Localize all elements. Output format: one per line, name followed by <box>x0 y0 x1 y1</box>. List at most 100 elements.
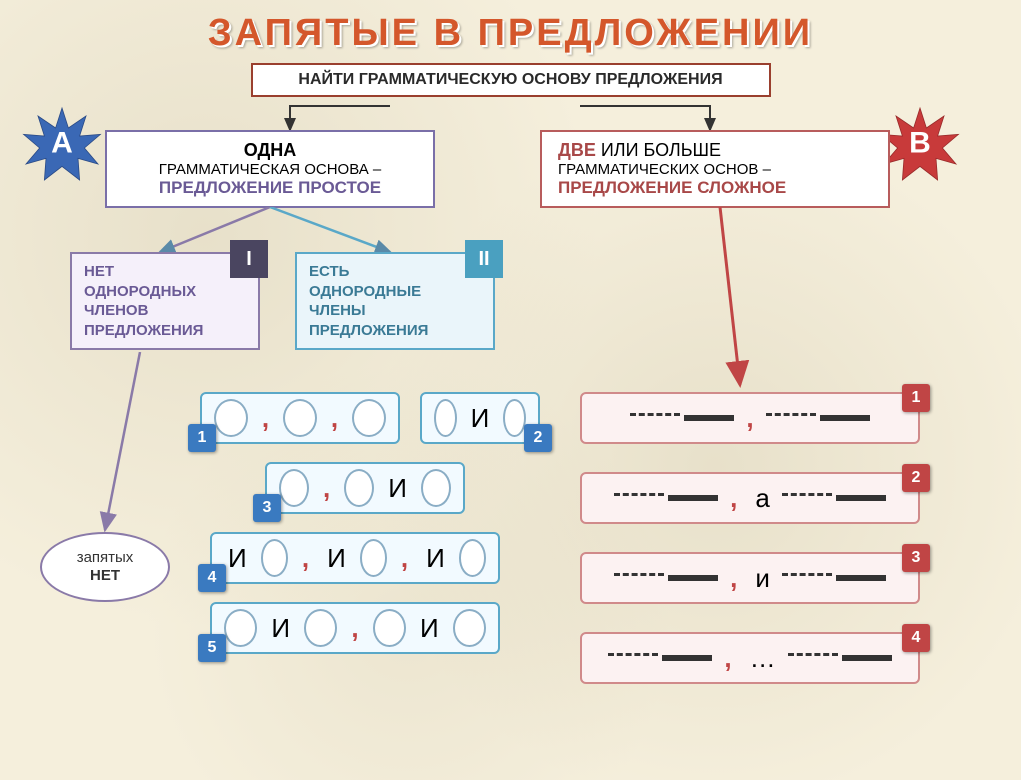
sub-ii-l1: ЕСТЬ <box>309 262 481 282</box>
pink-strip-1: 1 , <box>580 392 920 444</box>
red-badge-3: 3 <box>902 544 930 572</box>
pink-strip-2: 2 ,а <box>580 472 920 524</box>
blue-strip-2: 2И <box>420 392 540 444</box>
conjunction: И <box>420 613 439 644</box>
clause <box>788 649 892 667</box>
circle-marker <box>279 469 309 507</box>
comma: , <box>262 403 269 434</box>
circle-marker <box>344 469 374 507</box>
sub-ii-l4: ПРЕДЛОЖЕНИЯ <box>309 321 481 341</box>
conjunction: и <box>755 563 770 594</box>
sub-i-l4: ПРЕДЛОЖЕНИЯ <box>84 321 246 341</box>
comma: , <box>331 403 338 434</box>
clause <box>766 409 870 427</box>
conjunction: И <box>271 613 290 644</box>
red-badge-4: 4 <box>902 624 930 652</box>
circle-marker <box>453 609 486 647</box>
ellipse-l2: НЕТ <box>90 567 120 584</box>
conjunction: И <box>426 543 445 574</box>
circle-marker <box>503 399 526 437</box>
subject-line <box>614 493 664 496</box>
blue-strip-4: 4И,И,И <box>210 532 500 584</box>
star-b: В <box>880 104 960 184</box>
comma: , <box>401 543 408 574</box>
conjunction: И <box>471 403 490 434</box>
blue-strip-1: 1,, <box>200 392 400 444</box>
comma: , <box>323 473 330 504</box>
subject-line <box>766 413 816 416</box>
predicate-line <box>820 415 870 421</box>
box-a-l3: ПРЕДЛОЖЕНИЕ ПРОСТОЕ <box>119 178 421 198</box>
connector-a-split <box>100 207 450 257</box>
clause <box>782 569 886 587</box>
clause <box>614 489 718 507</box>
comma: , <box>730 483 737 514</box>
predicate-line <box>662 655 712 661</box>
subject-line <box>782 493 832 496</box>
badge-i: I <box>230 240 268 278</box>
clause <box>608 649 712 667</box>
blue-badge-2: 2 <box>524 424 552 452</box>
conjunction: … <box>750 643 776 674</box>
root-instruction: НАЙТИ ГРАММАТИЧЕСКУЮ ОСНОВУ ПРЕДЛОЖЕНИЯ <box>251 63 771 97</box>
blue-badge-5: 5 <box>198 634 226 662</box>
box-a-l1: ОДНА <box>119 140 421 161</box>
blue-strip-5: 5И,И <box>210 602 500 654</box>
box-branch-b: ДВЕ ИЛИ БОЛЬШЕ ГРАММАТИЧЕСКИХ ОСНОВ – ПР… <box>540 130 890 208</box>
box-branch-a: ОДНА ГРАММАТИЧЕСКАЯ ОСНОВА – ПРЕДЛОЖЕНИЕ… <box>105 130 435 208</box>
clause <box>782 489 886 507</box>
subject-line <box>782 573 832 576</box>
blue-badge-3: 3 <box>253 494 281 522</box>
clause <box>630 409 734 427</box>
sub-ii-l2: ОДНОРОДНЫЕ <box>309 282 481 302</box>
circle-marker <box>261 539 288 577</box>
blue-strip-3: 3,И <box>265 462 465 514</box>
circle-marker <box>283 399 317 437</box>
subject-line <box>630 413 680 416</box>
subject-line <box>788 653 838 656</box>
connector-root <box>200 94 800 134</box>
subject-line <box>614 573 664 576</box>
predicate-line <box>668 495 718 501</box>
star-a-label: А <box>51 126 73 160</box>
circle-marker <box>373 609 406 647</box>
conjunction: а <box>755 483 769 514</box>
connector-i-ellipse <box>80 352 160 537</box>
conjunction: И <box>228 543 247 574</box>
circle-marker <box>360 539 387 577</box>
star-a: А <box>22 104 102 184</box>
page-title: ЗАПЯТЫЕ В ПРЕДЛОЖЕНИИ <box>0 12 1021 55</box>
predicate-line <box>842 655 892 661</box>
conjunction: И <box>388 473 407 504</box>
blue-badge-4: 4 <box>198 564 226 592</box>
pink-strip-4: 4 ,… <box>580 632 920 684</box>
sub-i-l3: ЧЛЕНОВ <box>84 301 246 321</box>
box-b-l3: ПРЕДЛОЖЕНИЕ СЛОЖНОЕ <box>558 178 876 198</box>
comma: , <box>724 643 731 674</box>
sub-ii-l3: ЧЛЕНЫ <box>309 301 481 321</box>
predicate-line <box>836 495 886 501</box>
box-b-l1b: ИЛИ БОЛЬШЕ <box>596 140 721 160</box>
circle-marker <box>421 469 451 507</box>
badge-ii: II <box>465 240 503 278</box>
box-b-l2: ГРАММАТИЧЕСКИХ ОСНОВ – <box>558 161 876 178</box>
comma: , <box>302 543 309 574</box>
circle-marker <box>304 609 337 647</box>
circle-marker <box>352 399 386 437</box>
predicate-line <box>684 415 734 421</box>
comma: , <box>351 613 358 644</box>
ellipse-l1: запятых <box>77 549 134 566</box>
subject-line <box>608 653 658 656</box>
predicate-line <box>668 575 718 581</box>
sub-i-l2: ОДНОРОДНЫХ <box>84 282 246 302</box>
predicate-line <box>836 575 886 581</box>
pink-strip-3: 3 ,и <box>580 552 920 604</box>
comma: , <box>746 403 753 434</box>
circle-marker <box>224 609 257 647</box>
circle-marker <box>459 539 486 577</box>
blue-badge-1: 1 <box>188 424 216 452</box>
circle-marker <box>214 399 248 437</box>
sub-i-l1: НЕТ <box>84 262 246 282</box>
box-b-l1a: ДВЕ <box>558 140 596 160</box>
ellipse-no-commas: запятыхНЕТ <box>40 532 170 602</box>
